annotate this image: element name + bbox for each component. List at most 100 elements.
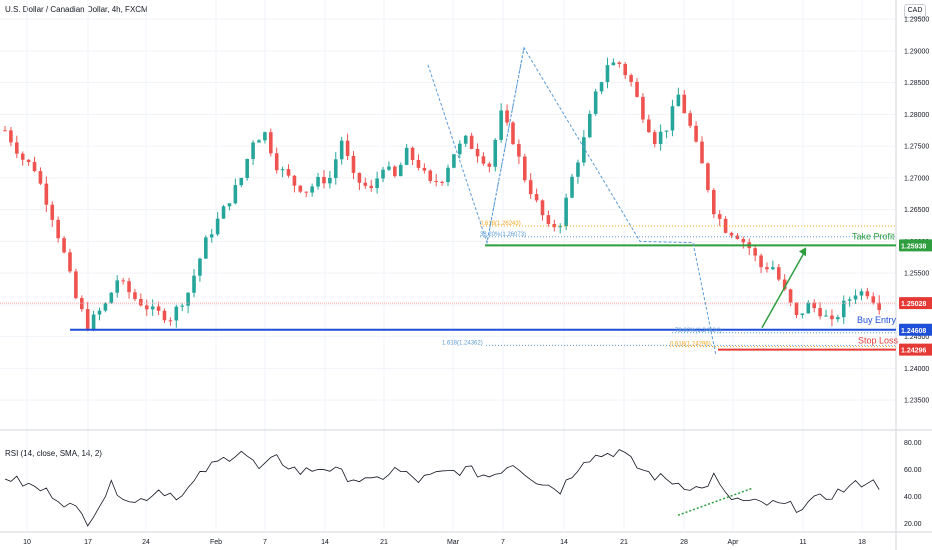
candle-body xyxy=(493,139,498,167)
candle-body xyxy=(794,302,799,315)
candle-body xyxy=(623,63,627,76)
candle-body xyxy=(481,156,486,164)
candle-body xyxy=(387,166,391,170)
currency-badge[interactable]: CAD xyxy=(904,4,926,18)
candle-body xyxy=(198,258,202,276)
candle-body xyxy=(800,313,805,315)
y-tick-label: 1.28500 xyxy=(904,80,929,87)
candle-body xyxy=(404,147,409,165)
candle-body xyxy=(664,130,669,132)
candle-body xyxy=(522,156,527,181)
candle-body xyxy=(339,140,344,160)
candle-body xyxy=(79,298,84,310)
candle-body xyxy=(434,180,438,182)
candle-body xyxy=(121,280,125,282)
candle-body xyxy=(812,302,817,309)
candle-body xyxy=(239,177,244,186)
candle-body xyxy=(363,182,368,186)
candle-body xyxy=(517,144,521,157)
chart-title: U.S. Dollar / Canadian Dollar, 4h, FXCM xyxy=(5,5,148,14)
candle-body xyxy=(576,162,580,177)
candle-body xyxy=(174,306,179,321)
candle-body xyxy=(587,113,592,138)
candle-body xyxy=(3,130,7,132)
candle-body xyxy=(658,131,663,144)
candle-body xyxy=(528,180,533,195)
x-tick-label: Apr xyxy=(728,539,740,546)
y-tick-label: 1.23500 xyxy=(904,398,929,405)
candle-body xyxy=(570,176,574,198)
fib-label-786-bot: 78.60%(1.24624) xyxy=(675,328,721,334)
x-tick-label: 18 xyxy=(858,539,866,546)
candle-body xyxy=(788,289,793,303)
candle-body xyxy=(280,169,285,171)
candle-body xyxy=(68,252,72,272)
candle-body xyxy=(50,204,55,220)
candle-body xyxy=(700,141,704,164)
candle-body xyxy=(670,106,675,131)
rsi-tick-label: 40.00 xyxy=(904,494,922,501)
y-tick-label: 1.27000 xyxy=(904,175,929,182)
candle-body xyxy=(469,135,474,149)
y-tick-label: 1.27500 xyxy=(904,144,929,151)
candle-body xyxy=(97,310,102,315)
x-tick-label: Mar xyxy=(447,539,460,546)
candle-body xyxy=(617,62,622,64)
candle-body xyxy=(180,305,184,307)
candle-body xyxy=(328,177,332,184)
x-tick-label: 17 xyxy=(84,539,92,546)
candle-body xyxy=(269,132,273,154)
candle-body xyxy=(333,159,338,178)
candle-body xyxy=(286,169,291,176)
candle-body xyxy=(221,206,226,219)
candle-body xyxy=(44,183,49,205)
candle-body xyxy=(310,186,314,193)
candle-body xyxy=(150,306,155,310)
candle-body xyxy=(410,147,415,160)
candle-body xyxy=(209,234,214,238)
candle-body xyxy=(156,306,161,311)
candle-body xyxy=(109,292,114,304)
candle-body xyxy=(552,224,557,228)
current-price-badge-bg xyxy=(899,297,932,310)
candle-body xyxy=(487,163,492,167)
candle-body xyxy=(304,191,309,193)
candle-body xyxy=(729,232,734,236)
stop-loss-price-badge: 1.24296 xyxy=(901,348,926,355)
candle-body xyxy=(824,315,828,317)
candle-body xyxy=(416,159,421,168)
candle-body xyxy=(830,315,834,320)
candle-body xyxy=(463,135,468,144)
y-tick-label: 1.26500 xyxy=(904,207,929,214)
candle-body xyxy=(162,310,167,321)
candle-body xyxy=(298,185,303,192)
candle-body xyxy=(853,295,858,300)
candle-body xyxy=(127,281,131,293)
candle-body xyxy=(652,132,657,144)
x-tick-label: 14 xyxy=(321,539,329,546)
take-profit-label: Take Profit xyxy=(852,231,895,241)
rsi-tick-label: 20.00 xyxy=(904,521,922,528)
stop-loss-price-badge-bg xyxy=(899,343,932,356)
candle-body xyxy=(605,65,610,83)
buy-entry-price-badge-bg xyxy=(899,323,932,336)
candle-body xyxy=(475,148,480,157)
candle-body xyxy=(398,164,403,177)
candle-body xyxy=(865,291,870,297)
candle-body xyxy=(765,267,769,270)
candle-body xyxy=(38,171,43,184)
candle-body xyxy=(806,302,811,314)
candle-body xyxy=(723,218,728,233)
candle-body xyxy=(316,176,320,187)
candle-body xyxy=(245,158,249,178)
candle-body xyxy=(458,143,462,155)
candle-body xyxy=(776,267,781,280)
fib-label-1618: 1.618(1.24362) xyxy=(442,340,483,346)
candle-body xyxy=(56,219,60,239)
fib-label-382-top: 38.20%(1.26073) xyxy=(480,232,526,238)
candle-body xyxy=(15,142,19,154)
candle-body xyxy=(345,140,350,156)
current-price-badge: 1.25028 xyxy=(901,301,926,308)
candle-body xyxy=(274,153,279,171)
